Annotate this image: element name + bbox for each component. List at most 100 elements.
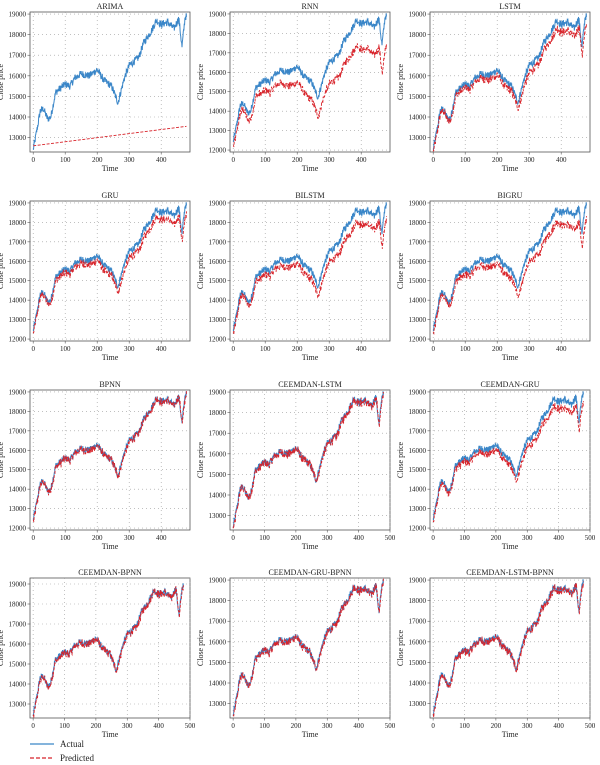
series-predicted-line xyxy=(432,216,587,336)
y-tick-label: 19000 xyxy=(9,11,27,19)
chart-title: BIGRU xyxy=(498,191,523,200)
y-tick-label: 13000 xyxy=(409,505,427,513)
series-actual-line xyxy=(432,391,584,521)
x-tick-label: 400 xyxy=(353,722,364,730)
x-tick-label: 400 xyxy=(556,345,567,353)
y-tick-label: 18000 xyxy=(209,219,227,227)
series-actual-line xyxy=(232,13,387,143)
plot-frame xyxy=(29,577,191,719)
x-tick-label: 300 xyxy=(524,156,535,164)
x-tick-label: 100 xyxy=(60,156,71,164)
x-tick-label: 0 xyxy=(231,345,235,353)
y-axis-label: Close price xyxy=(196,441,205,478)
y-tick-label: 14000 xyxy=(209,680,227,688)
chart-panel-ceemdan-gru-bpnn: CEEMDAN-GRU-BPNN 0 100 200 300 400 500 13000 140… xyxy=(196,568,396,739)
x-tick-label: 300 xyxy=(524,345,535,353)
x-tick-label: 400 xyxy=(156,156,167,164)
y-tick-label: 14000 xyxy=(209,108,227,116)
series-predicted-line xyxy=(232,578,384,717)
x-tick-label: 100 xyxy=(459,722,470,730)
y-tick-label: 14000 xyxy=(409,486,427,494)
x-tick-label: 400 xyxy=(156,534,167,542)
chart-panel-rnn: RNN 0 100 200 300 400 12000 13000 14000 15000 1600… xyxy=(196,2,391,173)
legend-label-actual: Actual xyxy=(60,739,84,749)
chart-panel-lstm: LSTM 0 100 200 300 400 13000 14000 15000 16000 170… xyxy=(396,2,591,173)
y-tick-label: 16000 xyxy=(409,72,427,80)
y-tick-label: 13000 xyxy=(9,316,27,324)
y-tick-label: 15000 xyxy=(9,277,27,285)
y-tick-label: 17000 xyxy=(209,618,227,626)
y-tick-label: 16000 xyxy=(209,69,227,77)
x-axis-label: Time xyxy=(302,542,319,551)
y-tick-label: 15000 xyxy=(209,277,227,285)
x-tick-label: 400 xyxy=(556,156,567,164)
y-tick-label: 12000 xyxy=(209,147,227,155)
y-tick-label: 16000 xyxy=(409,258,427,266)
y-tick-label: 17000 xyxy=(9,621,27,629)
y-tick-label: 16000 xyxy=(209,258,227,266)
x-tick-label: 200 xyxy=(292,156,303,164)
y-axis-label: Close price xyxy=(396,629,405,666)
chart-panel-ceemdan-lstm: CEEMDAN-LSTM 0 100 200 300 400 500 13000 14000 15… xyxy=(196,380,396,551)
series-actual-line xyxy=(432,202,587,332)
y-tick-label: 15000 xyxy=(209,471,227,479)
x-axis-label: Time xyxy=(102,353,119,362)
y-tick-label: 14000 xyxy=(209,297,227,305)
x-tick-label: 0 xyxy=(431,345,435,353)
y-tick-label: 13000 xyxy=(209,127,227,135)
x-tick-label: 100 xyxy=(459,534,470,542)
y-tick-label: 18000 xyxy=(409,597,427,605)
x-tick-label: 400 xyxy=(553,722,564,730)
x-tick-label: 0 xyxy=(231,534,235,542)
x-tick-label: 300 xyxy=(122,722,133,730)
x-tick-label: 200 xyxy=(92,156,103,164)
y-tick-label: 15000 xyxy=(409,659,427,667)
y-tick-label: 14000 xyxy=(409,297,427,305)
x-tick-label: 0 xyxy=(31,156,35,164)
chart-title: ARIMA xyxy=(97,2,124,11)
y-tick-label: 13000 xyxy=(9,505,27,513)
x-axis-label: Time xyxy=(302,164,319,173)
y-tick-label: 17000 xyxy=(209,238,227,246)
y-tick-label: 17000 xyxy=(409,52,427,60)
y-tick-label: 17000 xyxy=(9,52,27,60)
y-tick-label: 15000 xyxy=(209,659,227,667)
x-tick-label: 500 xyxy=(385,722,396,730)
series-predicted-line xyxy=(32,585,184,718)
x-tick-label: 400 xyxy=(153,722,164,730)
series-actual-line xyxy=(232,202,387,332)
series-actual-line xyxy=(32,202,187,332)
y-tick-label: 18000 xyxy=(9,219,27,227)
y-tick-label: 18000 xyxy=(9,601,27,609)
y-tick-label: 17000 xyxy=(409,427,427,435)
series-actual-line xyxy=(432,13,587,150)
chart-panel-arima: ARIMA 0 100 200 300 400 13000 14000 15000 16000 17… xyxy=(0,2,191,173)
y-tick-label: 13000 xyxy=(209,316,227,324)
chart-panel-bpnn: BPNN 0 100 200 300 400 12000 13000 14000 15000 160… xyxy=(0,380,191,551)
x-tick-label: 500 xyxy=(185,722,196,730)
x-tick-label: 0 xyxy=(31,345,35,353)
y-tick-label: 15000 xyxy=(209,88,227,96)
y-tick-label: 12000 xyxy=(9,525,27,533)
y-tick-label: 18000 xyxy=(409,408,427,416)
y-tick-label: 18000 xyxy=(209,597,227,605)
series-predicted-line xyxy=(32,211,187,334)
x-tick-label: 400 xyxy=(356,345,367,353)
x-tick-label: 200 xyxy=(292,345,303,353)
series-predicted-line xyxy=(432,401,584,523)
y-tick-label: 13000 xyxy=(409,134,427,142)
y-tick-label: 18000 xyxy=(209,409,227,417)
x-tick-label: 200 xyxy=(92,345,103,353)
y-tick-label: 17000 xyxy=(209,49,227,57)
x-tick-label: 0 xyxy=(231,156,235,164)
y-tick-label: 17000 xyxy=(9,427,27,435)
x-tick-label: 500 xyxy=(585,722,596,730)
y-tick-label: 12000 xyxy=(209,336,227,344)
x-axis-label: Time xyxy=(102,542,119,551)
x-tick-label: 0 xyxy=(31,534,35,542)
series-predicted-line xyxy=(232,216,387,335)
x-tick-label: 200 xyxy=(92,534,103,542)
series-predicted-line xyxy=(33,125,187,147)
plot-frame xyxy=(429,11,591,153)
chart-title: BPNN xyxy=(99,380,121,389)
